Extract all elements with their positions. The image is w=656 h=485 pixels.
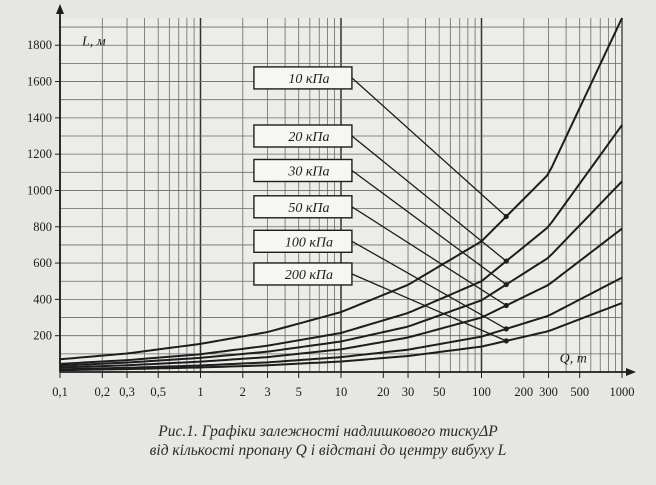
series-line [59,302,623,372]
x-tick-label: 0,3 [119,385,135,399]
y-tick-label: 1400 [27,111,52,125]
series-label: 50 кПа [288,201,329,216]
x-tick-label: 0,5 [150,385,166,399]
x-axis-arrow [626,368,636,376]
caption-line-2: від кількості пропану Q і відстані до це… [149,442,507,459]
x-tick-label: 2 [240,385,246,399]
series-label-box [253,66,353,90]
x-tick-label: 50 [433,385,446,399]
y-axis-label: L, м [81,35,106,50]
series-point [503,338,509,344]
series-point [503,258,509,264]
series-line [59,124,623,365]
series-point [503,281,509,288]
y-tick-label: 1600 [27,75,52,89]
series-label-box [253,124,353,148]
series-line [59,276,623,371]
x-tick-label: 5 [296,385,302,399]
y-tick-label: 1200 [27,147,52,161]
y-tick-label: 400 [33,292,52,306]
x-tick-label: 100 [472,385,491,399]
series-leader-line [351,206,507,307]
x-tick-label: 1000 [610,385,635,399]
x-tick-label: 1 [197,385,203,399]
x-tick-label: 200 [514,385,533,399]
x-tick-label: 3 [264,385,270,399]
series-line [59,17,623,361]
series-leader-line [351,240,507,330]
y-tick-label: 600 [33,256,52,270]
series-label-box [253,195,353,219]
series-leader-line [351,135,507,262]
series-label: 200 кПа [285,268,333,283]
y-tick-label: 1000 [27,183,52,197]
y-tick-label: 1800 [27,38,52,52]
series-line [59,180,623,367]
series-point [503,213,509,220]
series-point [503,302,509,309]
x-tick-label: 20 [377,385,390,399]
x-axis-label: Q, т [560,351,587,366]
series-label-box [253,229,353,253]
series-leader-line [351,77,507,217]
series-label: 20 кПа [288,130,329,145]
y-tick-label: 800 [33,220,52,234]
x-tick-label: 0,2 [94,385,110,399]
series-leader-line [351,273,507,342]
y-axis-arrow [56,4,64,14]
caption-line-1: Рис.1. Графіки залежності надлишкового т… [158,423,498,440]
x-tick-label: 30 [402,385,415,399]
x-tick-label: 500 [570,385,589,399]
series-line [59,227,623,369]
series-label: 10 кПа [288,72,329,87]
series-label: 30 кПа [287,164,329,179]
x-tick-label: 10 [335,385,348,399]
series-label-box [253,262,353,286]
x-tick-label: 300 [539,385,558,399]
series-point [503,326,509,332]
y-tick-label: 200 [33,329,52,343]
series-label-box [253,158,353,183]
series-label: 100 кПа [285,235,333,250]
x-tick-label: 0,1 [52,385,68,399]
series-leader-line [351,169,507,286]
